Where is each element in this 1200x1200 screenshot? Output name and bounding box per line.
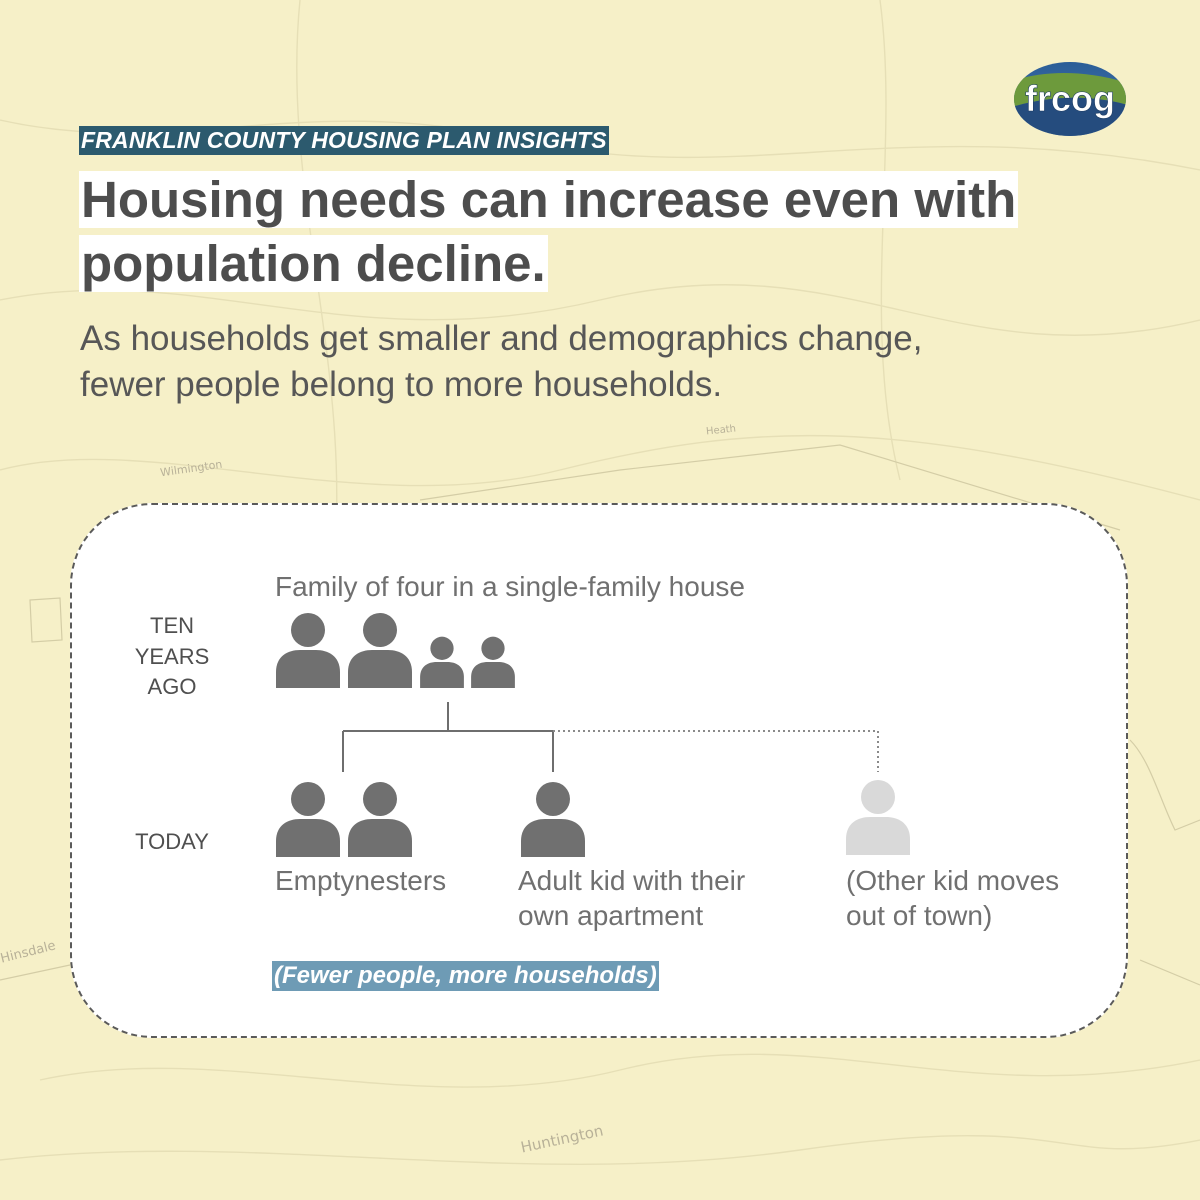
person-icon	[348, 613, 412, 688]
headline: Housing needs can increase even with pop…	[79, 168, 1039, 296]
emptynesters-icons	[276, 782, 412, 857]
person-icon	[521, 782, 585, 857]
row-label-line: TEN	[150, 613, 194, 638]
headline-line-2: population decline.	[79, 235, 548, 292]
subtitle: As households get smaller and demographi…	[80, 316, 1080, 408]
row-label-today: TODAY	[135, 829, 209, 854]
kicker: FRANKLIN COUNTY HOUSING PLAN INSIGHTS	[79, 126, 609, 155]
person-icon	[276, 782, 340, 857]
caption-line: own apartment	[518, 900, 704, 931]
row-label-line: AGO	[147, 674, 197, 699]
caption-line: Emptynesters	[275, 865, 447, 896]
family-caption: Family of four in a single-family house	[275, 571, 745, 602]
adult-kid-icon	[521, 782, 585, 857]
row-label-ten-years-ago: TEN YEARS AGO	[122, 611, 222, 703]
subtitle-line-1: As households get smaller and demographi…	[80, 319, 923, 358]
row-label-line: YEARS	[134, 643, 210, 669]
person-icon	[276, 613, 340, 688]
adult-kid-caption: Adult kid with their own apartment	[518, 863, 745, 933]
caption-line: (Other kid moves	[846, 865, 1060, 896]
person-icon	[420, 636, 464, 688]
headline-line-1: Housing needs can increase even with	[79, 171, 1019, 228]
connector-lines	[342, 702, 554, 772]
person-icon	[348, 782, 412, 857]
subtitle-line-2: fewer people belong to more households.	[80, 365, 723, 404]
caption-line: out of town)	[846, 900, 993, 931]
moved-kid-icon	[846, 780, 910, 855]
family-of-four	[276, 613, 515, 688]
dotted-connector	[553, 730, 879, 772]
diagram-panel	[70, 503, 1128, 1038]
person-icon	[846, 780, 910, 855]
summary-note: (Fewer people, more households)	[272, 961, 659, 991]
moved-kid-caption: (Other kid moves out of town)	[846, 863, 1059, 933]
caption-line: Adult kid with their	[518, 865, 746, 896]
logo-text: frcog	[1025, 78, 1115, 119]
person-icon	[471, 636, 515, 688]
frcog-logo: frcog	[1014, 62, 1126, 136]
emptynesters-caption: Emptynesters	[275, 863, 446, 898]
